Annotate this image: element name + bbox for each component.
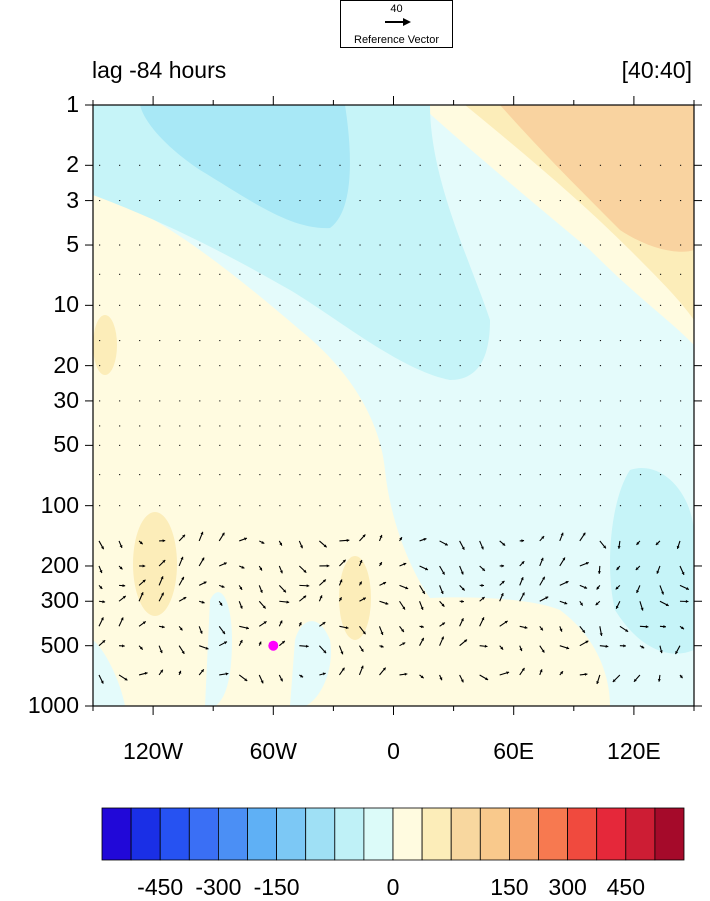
- colorbar-box: [248, 808, 277, 860]
- colorbar-box: [364, 808, 393, 860]
- y-tick-label: 50: [0, 431, 79, 458]
- y-tick-label: 5: [0, 231, 79, 258]
- colorbar-box: [277, 808, 306, 860]
- colorbar: [102, 808, 684, 860]
- y-tick-label: 10: [0, 291, 79, 318]
- y-tick-label: 300: [0, 587, 79, 614]
- y-tick-label: 1: [0, 91, 79, 118]
- colorbar-tick-label: 0: [353, 874, 433, 901]
- colorbar-tick-label: -150: [237, 874, 317, 901]
- colorbar-box: [655, 808, 684, 860]
- x-tick-label: 0: [344, 738, 444, 765]
- reference-vector-magnitude: 40: [341, 3, 452, 15]
- reference-arrow-icon: [385, 17, 411, 27]
- contour-field: [93, 105, 694, 706]
- y-tick-label: 1000: [0, 692, 79, 719]
- colorbar-box: [393, 808, 422, 860]
- reference-vector-label: Reference Vector: [341, 34, 452, 46]
- y-tick-label: 500: [0, 632, 79, 659]
- x-tick-label: 60E: [464, 738, 564, 765]
- colorbar-box: [539, 808, 568, 860]
- y-tick-label: 200: [0, 552, 79, 579]
- reference-vector-legend: 40 Reference Vector: [340, 0, 453, 48]
- colorbar-box: [306, 808, 335, 860]
- colorbar-box: [480, 808, 509, 860]
- colorbar-box: [626, 808, 655, 860]
- colorbar-box: [422, 808, 451, 860]
- colorbar-box: [218, 808, 247, 860]
- y-tick-label: 100: [0, 492, 79, 519]
- colorbar-box: [509, 808, 538, 860]
- x-tick-label: 60W: [223, 738, 323, 765]
- x-tick-label: 120E: [584, 738, 684, 765]
- colorbar-tick-label: 450: [586, 874, 666, 901]
- colorbar-box: [131, 808, 160, 860]
- x-tick-label: 120W: [103, 738, 203, 765]
- y-tick-label: 20: [0, 352, 79, 379]
- chart-title-left: lag -84 hours: [92, 57, 226, 84]
- chart-title-right: [40:40]: [622, 57, 692, 84]
- y-tick-label: 30: [0, 387, 79, 414]
- y-tick-label: 3: [0, 187, 79, 214]
- colorbar-box: [102, 808, 131, 860]
- colorbar-box: [335, 808, 364, 860]
- location-marker: [268, 641, 278, 651]
- colorbar-box: [160, 808, 189, 860]
- colorbar-box: [189, 808, 218, 860]
- colorbar-box: [597, 808, 626, 860]
- colorbar-box: [451, 808, 480, 860]
- colorbar-box: [568, 808, 597, 860]
- y-tick-label: 2: [0, 151, 79, 178]
